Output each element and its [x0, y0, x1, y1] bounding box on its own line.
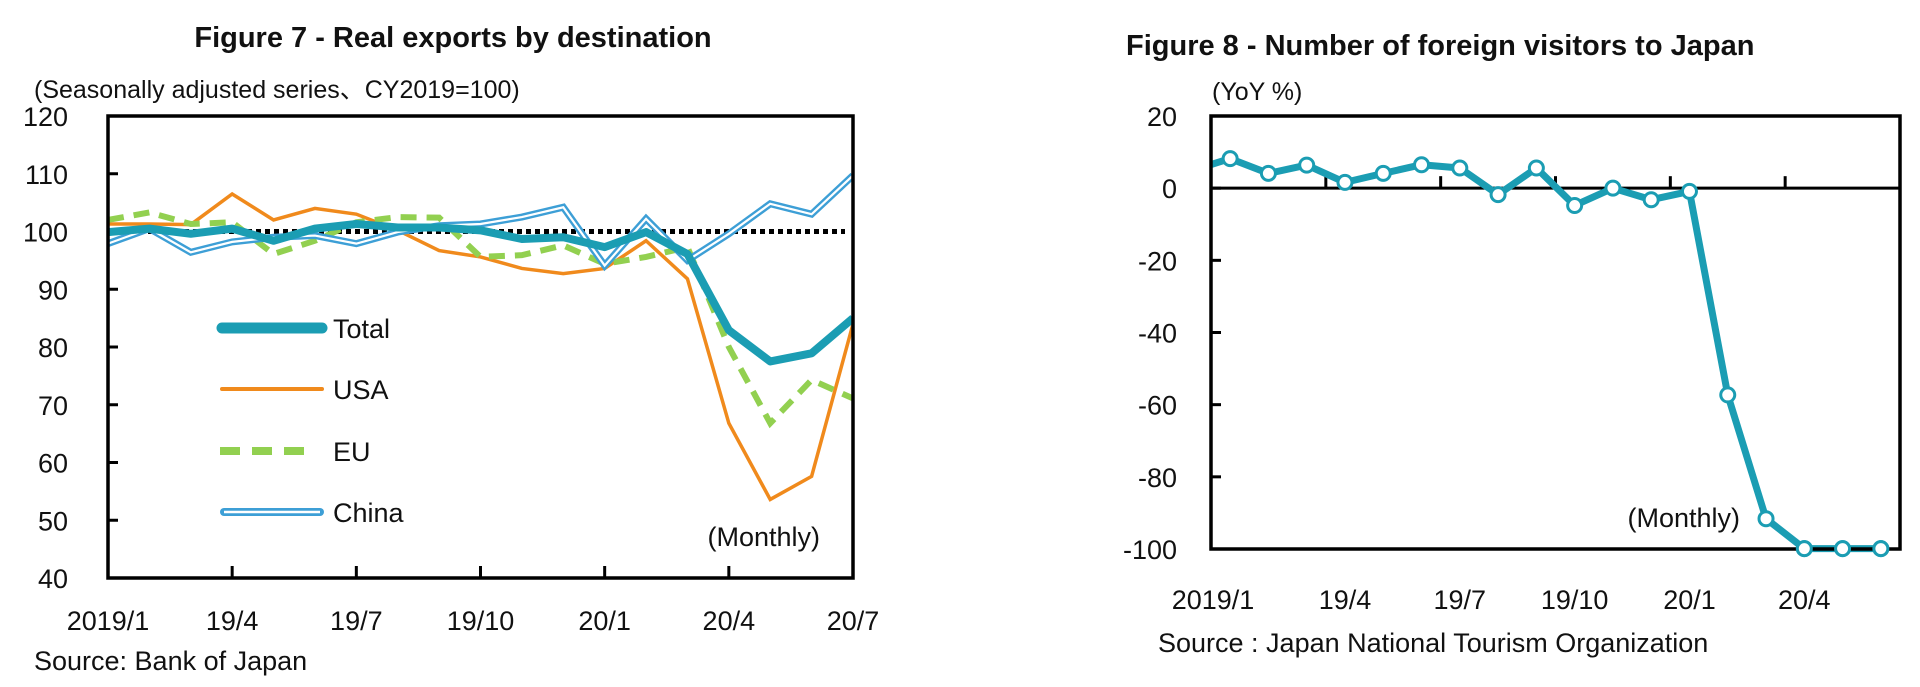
fig8-data-point-overlay [1834, 540, 1852, 558]
fig8-data-point [1719, 386, 1737, 404]
fig8-x-tick-label: 20/4 [1778, 585, 1831, 615]
fig8-y-axis-labels: 20 0 -20 -40 -60 -80 -100 [1123, 102, 1177, 565]
fig7-y-tick-label: 60 [38, 449, 68, 479]
fig8-monthly-note: (Monthly) [1627, 503, 1740, 533]
fig7-y-tick-label: 100 [23, 218, 68, 248]
fig8-series-group [1211, 150, 1890, 558]
fig7-y-tick-label: 110 [25, 160, 68, 190]
fig8-data-point [1374, 164, 1392, 182]
fig7-x-tick-label: 20/1 [578, 606, 631, 636]
fig8-data-point [1642, 191, 1660, 209]
fig7-y-tick-label: 80 [38, 333, 68, 363]
fig8-y-tick-label: 0 [1162, 174, 1177, 204]
fig7-x-tick-label: 19/7 [330, 606, 383, 636]
fig7-x-tick-label: 2019/1 [67, 606, 150, 636]
fig7-plot-frame [106, 114, 855, 580]
fig7-legend-eu-label: EU [333, 437, 371, 467]
fig8-y-tick-label: -100 [1123, 535, 1177, 565]
fig7-plot-area [106, 114, 855, 580]
fig8-data-point [1298, 156, 1316, 174]
fig7-series-eu-line [108, 209, 853, 429]
fig7-y-tick-label: 120 [23, 102, 68, 132]
fig8-data-point [1259, 164, 1277, 182]
fig8-data-point [1221, 150, 1239, 168]
fig7-y-tick-label: 70 [38, 391, 68, 421]
fig7-monthly-note: (Monthly) [707, 522, 820, 552]
fig8-x-tick-label: 19/4 [1319, 585, 1372, 615]
fig7-legend: Total USA EU China [216, 314, 405, 528]
fig7-series-usa-line [108, 191, 853, 502]
fig8-series-line [1211, 155, 1881, 553]
fig8-y-tick-label: 20 [1147, 102, 1177, 132]
fig8-data-point-overlay [1872, 540, 1890, 558]
fig7-x-tick-label: 19/4 [206, 606, 259, 636]
fig8-x-tick-label: 2019/1 [1172, 585, 1255, 615]
fig8-plot-frame [1209, 114, 1902, 551]
fig8-y-tick-label: -20 [1138, 246, 1177, 276]
fig8-y-unit-label: (YoY %) [1212, 78, 1302, 106]
fig7-x-tick-label: 19/10 [447, 606, 515, 636]
fig7-source: Source: Bank of Japan [34, 646, 307, 676]
fig7-subtitle: (Seasonally adjusted series、CY2019=100) [34, 76, 520, 104]
fig8-data-point [1451, 159, 1469, 177]
fig8-data-point [1757, 510, 1775, 528]
fig7-legend-china-label: China [333, 498, 405, 528]
fig8-y-tick-label: -40 [1138, 319, 1177, 349]
fig7-x-tick-label: 20/7 [827, 606, 880, 636]
fig8-source: Source : Japan National Tourism Organiza… [1158, 628, 1708, 658]
fig8-data-point [1527, 159, 1545, 177]
fig7-series-china-line-inner [108, 174, 853, 268]
fig7-x-axis-labels: 2019/1 19/4 19/7 19/10 20/1 20/4 20/7 [67, 606, 880, 636]
fig7-y-tick-label: 50 [38, 506, 68, 536]
fig7-series-total-line [108, 219, 853, 366]
fig8-x-tick-label: 20/1 [1663, 585, 1716, 615]
fig8-data-point-overlay [1795, 540, 1813, 558]
fig8-x-tick-label: 19/10 [1541, 585, 1609, 615]
fig8-data-point [1336, 173, 1354, 191]
fig8-x-axis-labels: 2019/1 19/4 19/7 19/10 20/1 20/4 [1172, 585, 1831, 615]
figure-7: Figure 7 - Real exports by destination (… [23, 22, 879, 676]
fig7-series-group [108, 172, 853, 502]
fig8-y-tick-label: -60 [1138, 391, 1177, 421]
fig8-data-point [1604, 179, 1622, 197]
fig7-y-tick-label: 40 [38, 564, 68, 594]
fig7-y-tick-label: 90 [38, 275, 68, 305]
fig8-data-point [1489, 186, 1507, 204]
fig8-title: Figure 8 - Number of foreign visitors to… [1126, 30, 1754, 62]
fig7-x-tick-label: 20/4 [703, 606, 756, 636]
fig7-legend-usa-label: USA [333, 375, 389, 405]
fig8-data-point [1680, 182, 1698, 200]
fig8-data-point [1413, 156, 1431, 174]
fig7-title: Figure 7 - Real exports by destination [194, 22, 711, 54]
figure-8: Figure 8 - Number of foreign visitors to… [1123, 30, 1902, 658]
fig8-x-tick-label: 19/7 [1434, 585, 1487, 615]
fig7-legend-total-label: Total [333, 314, 390, 344]
fig8-y-tick-label: -80 [1138, 463, 1177, 493]
fig7-y-axis-labels: 120 110 100 90 80 70 60 50 40 [23, 102, 68, 594]
fig8-data-point [1566, 196, 1584, 214]
fig8-plot-area [1209, 114, 1902, 558]
